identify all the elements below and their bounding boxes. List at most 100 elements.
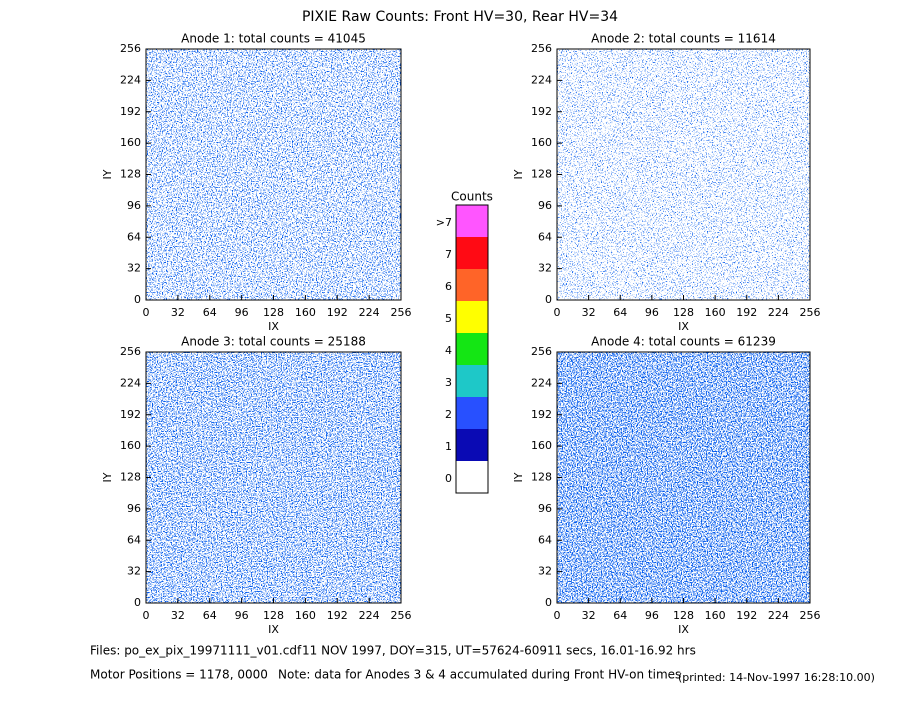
x-tick-label: 128 bbox=[673, 306, 694, 319]
x-tick-label: 0 bbox=[554, 609, 561, 622]
y-tick-label: 96 bbox=[127, 199, 141, 212]
y-axis-label: IY bbox=[512, 472, 525, 482]
colorbar-box bbox=[456, 237, 488, 269]
x-tick-label: 224 bbox=[768, 609, 789, 622]
y-tick-label: 192 bbox=[531, 105, 552, 118]
colorbar-label: 3 bbox=[445, 376, 452, 389]
colorbar-label: >7 bbox=[436, 216, 452, 229]
x-tick-label: 128 bbox=[263, 609, 284, 622]
x-tick-label: 32 bbox=[171, 609, 185, 622]
y-tick-label: 256 bbox=[531, 345, 552, 358]
x-tick-label: 128 bbox=[263, 306, 284, 319]
colorbar-title: Counts bbox=[451, 190, 493, 204]
y-tick-label: 64 bbox=[538, 533, 552, 546]
y-tick-label: 96 bbox=[538, 199, 552, 212]
y-tick-label: 160 bbox=[120, 439, 141, 452]
y-tick-label: 256 bbox=[120, 345, 141, 358]
colorbar-box bbox=[456, 461, 488, 493]
x-tick-label: 256 bbox=[800, 609, 821, 622]
colorbar-label: 1 bbox=[445, 440, 452, 453]
x-tick-label: 224 bbox=[359, 306, 380, 319]
x-axis-label: IX bbox=[268, 623, 279, 636]
y-tick-label: 64 bbox=[127, 533, 141, 546]
y-tick-label: 32 bbox=[538, 565, 552, 578]
colorbar-label: 6 bbox=[445, 280, 452, 293]
colorbar-box bbox=[456, 301, 488, 333]
x-tick-label: 64 bbox=[613, 306, 627, 319]
colorbar-box bbox=[456, 205, 488, 237]
speckle bbox=[557, 49, 810, 300]
y-tick-label: 160 bbox=[531, 136, 552, 149]
y-tick-label: 224 bbox=[120, 73, 141, 86]
colorbar-box bbox=[456, 333, 488, 365]
x-tick-label: 224 bbox=[768, 306, 789, 319]
y-tick-label: 128 bbox=[531, 471, 552, 484]
y-tick-label: 128 bbox=[120, 471, 141, 484]
x-tick-label: 64 bbox=[203, 609, 217, 622]
x-tick-label: 96 bbox=[645, 609, 659, 622]
x-tick-label: 256 bbox=[800, 306, 821, 319]
y-axis-label: IY bbox=[101, 169, 114, 179]
y-tick-label: 0 bbox=[134, 596, 141, 609]
colorbar-label: 7 bbox=[445, 248, 452, 261]
speckle bbox=[557, 352, 810, 603]
colorbar-label: 4 bbox=[445, 344, 452, 357]
note: Note: data for Anodes 3 & 4 accumulated … bbox=[278, 668, 681, 682]
colorbar-frame bbox=[455, 204, 489, 494]
y-tick-label: 0 bbox=[134, 293, 141, 306]
x-tick-label: 256 bbox=[391, 609, 412, 622]
x-tick-label: 0 bbox=[143, 609, 150, 622]
y-tick-label: 0 bbox=[545, 596, 552, 609]
x-tick-label: 32 bbox=[582, 609, 596, 622]
x-tick-label: 96 bbox=[235, 609, 249, 622]
y-tick-label: 192 bbox=[531, 408, 552, 421]
figure-title: PIXIE Raw Counts: Front HV=30, Rear HV=3… bbox=[302, 9, 618, 25]
motor: Motor Positions = 1178, 0000 bbox=[90, 668, 268, 682]
panel-title: Anode 3: total counts = 25188 bbox=[181, 335, 366, 349]
x-tick-label: 64 bbox=[613, 609, 627, 622]
speckle bbox=[146, 352, 401, 603]
y-tick-label: 224 bbox=[120, 376, 141, 389]
x-tick-label: 0 bbox=[554, 306, 561, 319]
y-tick-label: 32 bbox=[538, 262, 552, 275]
x-tick-label: 160 bbox=[295, 609, 316, 622]
x-axis-label: IX bbox=[678, 623, 689, 636]
x-axis-label: IX bbox=[268, 320, 279, 333]
panel-title: Anode 2: total counts = 11614 bbox=[591, 32, 776, 46]
x-tick-label: 0 bbox=[143, 306, 150, 319]
colorbar-label: 2 bbox=[445, 408, 452, 421]
panel-title: Anode 4: total counts = 61239 bbox=[591, 335, 776, 349]
printed: (printed: 14-Nov-1997 16:28:10.00) bbox=[678, 671, 875, 684]
y-tick-label: 0 bbox=[545, 293, 552, 306]
x-tick-label: 160 bbox=[705, 609, 726, 622]
y-tick-label: 96 bbox=[127, 502, 141, 515]
x-tick-label: 160 bbox=[705, 306, 726, 319]
x-tick-label: 256 bbox=[391, 306, 412, 319]
y-tick-label: 256 bbox=[120, 42, 141, 55]
x-tick-label: 96 bbox=[235, 306, 249, 319]
x-tick-label: 192 bbox=[327, 609, 348, 622]
colorbar-label: 5 bbox=[445, 312, 452, 325]
x-tick-label: 192 bbox=[736, 609, 757, 622]
colorbar-label: 0 bbox=[445, 472, 452, 485]
colorbar-box bbox=[456, 397, 488, 429]
colorbar-box bbox=[456, 365, 488, 397]
y-tick-label: 128 bbox=[531, 168, 552, 181]
colorbar-box bbox=[456, 429, 488, 461]
colorbar-box bbox=[456, 269, 488, 301]
x-tick-label: 128 bbox=[673, 609, 694, 622]
info: 11 NOV 1997, DOY=315, UT=57624-60911 sec… bbox=[302, 644, 696, 658]
y-tick-label: 192 bbox=[120, 105, 141, 118]
files: Files: po_ex_pix_19971111_v01.cdf bbox=[90, 644, 302, 658]
y-tick-label: 32 bbox=[127, 262, 141, 275]
x-tick-label: 224 bbox=[359, 609, 380, 622]
x-tick-label: 32 bbox=[171, 306, 185, 319]
x-tick-label: 160 bbox=[295, 306, 316, 319]
x-tick-label: 192 bbox=[736, 306, 757, 319]
y-tick-label: 64 bbox=[538, 230, 552, 243]
y-tick-label: 224 bbox=[531, 376, 552, 389]
x-tick-label: 192 bbox=[327, 306, 348, 319]
y-tick-label: 160 bbox=[531, 439, 552, 452]
y-tick-label: 32 bbox=[127, 565, 141, 578]
